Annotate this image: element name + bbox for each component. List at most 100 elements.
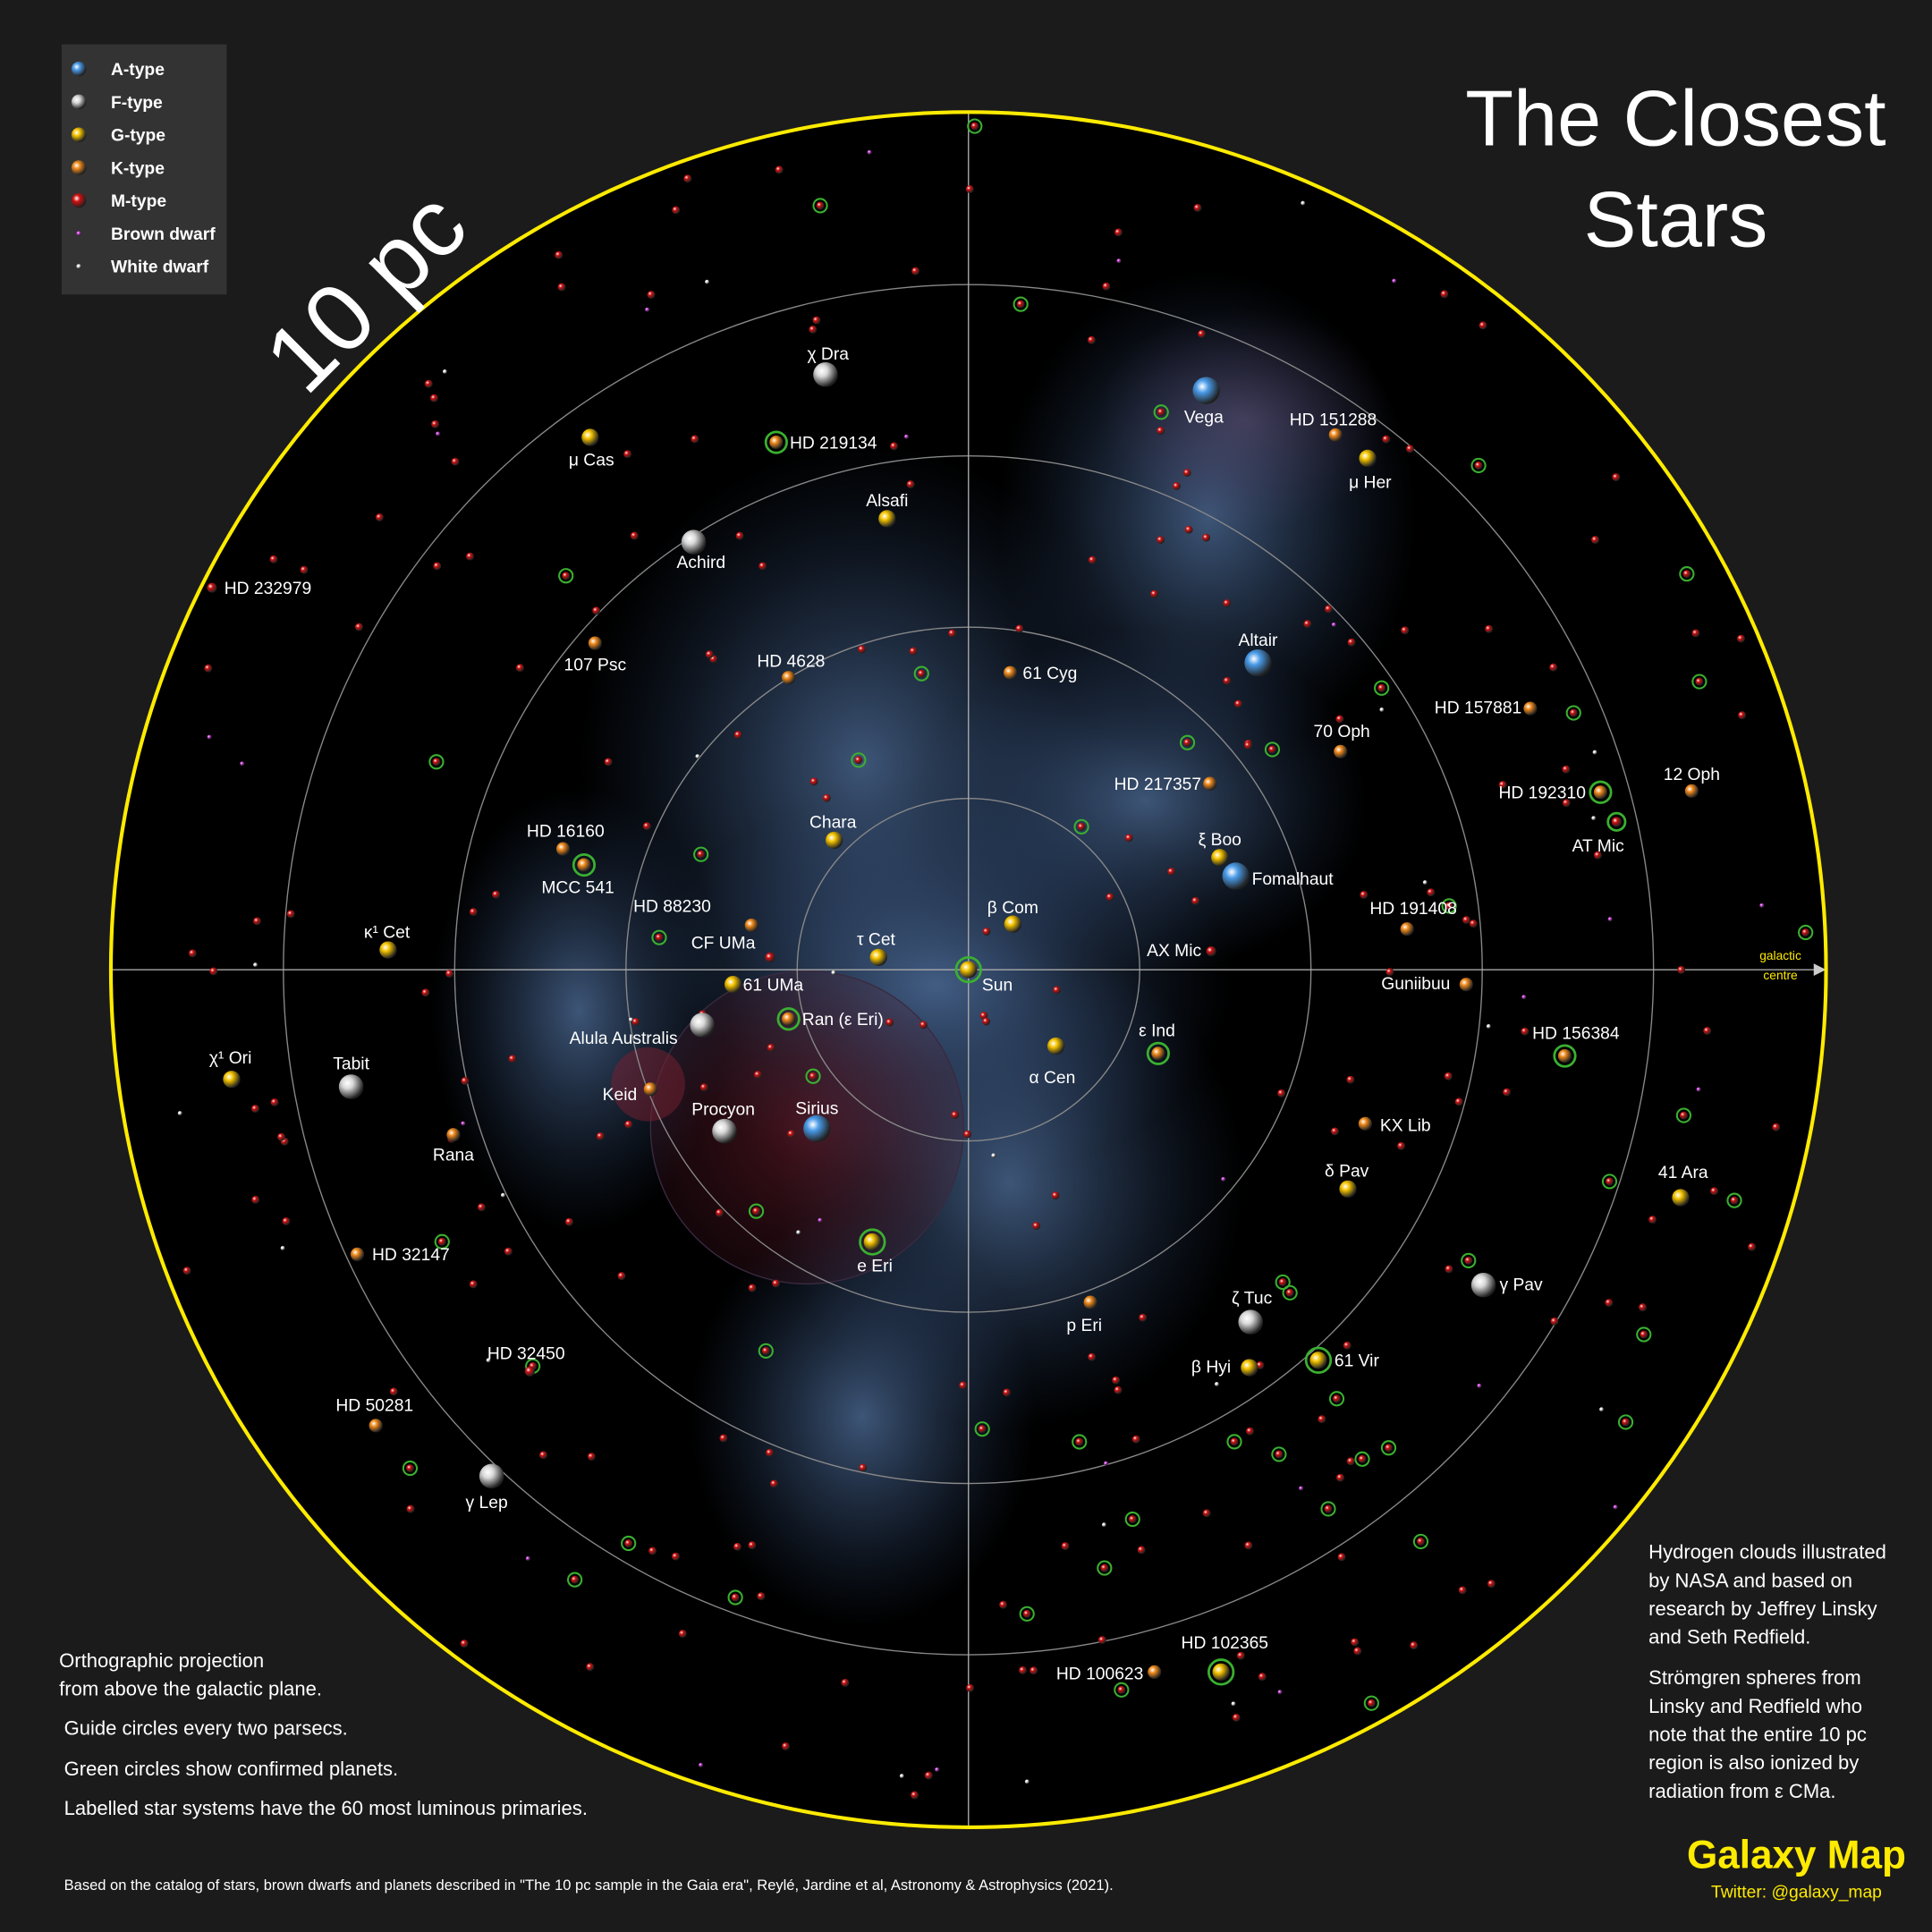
star-label: Fomalhaut bbox=[1252, 870, 1335, 889]
background-star bbox=[469, 1280, 478, 1289]
background-star bbox=[1550, 1317, 1559, 1326]
background-star bbox=[1677, 966, 1686, 974]
background-star bbox=[1406, 445, 1414, 453]
legend-label: White dwarf bbox=[111, 258, 209, 277]
planet-ring bbox=[1153, 404, 1169, 420]
background-star bbox=[355, 623, 363, 631]
background-star bbox=[1695, 677, 1704, 686]
background-star bbox=[1102, 282, 1111, 291]
star bbox=[1046, 1037, 1065, 1055]
background-star bbox=[809, 777, 818, 786]
background-star bbox=[1114, 228, 1123, 237]
star-label: χ¹ Ori bbox=[209, 1049, 252, 1068]
background-star bbox=[1112, 1376, 1121, 1385]
planet-ring bbox=[1208, 1658, 1235, 1686]
planet-ring bbox=[776, 1007, 801, 1031]
legend-swatch bbox=[71, 61, 87, 77]
planet-ring bbox=[434, 1233, 450, 1250]
background-star bbox=[432, 758, 441, 767]
star-label: Procyon bbox=[691, 1101, 755, 1120]
planet-ring bbox=[1146, 1041, 1170, 1065]
background-star bbox=[1464, 1256, 1473, 1265]
background-star bbox=[1417, 1538, 1425, 1546]
star bbox=[1459, 978, 1473, 992]
background-star bbox=[253, 962, 258, 968]
star bbox=[338, 1074, 364, 1099]
planet-ring bbox=[1675, 1107, 1692, 1123]
background-star bbox=[277, 1132, 285, 1141]
background-star bbox=[1221, 1176, 1226, 1182]
background-star bbox=[1353, 1647, 1362, 1656]
background-star bbox=[631, 1017, 640, 1026]
legend-swatch bbox=[71, 127, 87, 142]
background-star bbox=[596, 1131, 605, 1140]
background-star bbox=[695, 754, 700, 759]
legend-swatch bbox=[71, 160, 87, 175]
background-star bbox=[691, 435, 699, 444]
background-star bbox=[982, 928, 991, 936]
star-label: HD 151288 bbox=[1290, 411, 1377, 429]
background-star bbox=[1333, 1394, 1341, 1403]
star-label: HD 50281 bbox=[335, 1396, 413, 1415]
background-star bbox=[1277, 1089, 1286, 1097]
star bbox=[350, 1247, 365, 1261]
star-label: Ran (ε Eri) bbox=[802, 1011, 884, 1030]
title: Stars bbox=[1584, 175, 1768, 264]
background-star bbox=[624, 1120, 633, 1129]
star-label: HD 88230 bbox=[633, 897, 711, 916]
background-star bbox=[1422, 880, 1428, 886]
background-star bbox=[772, 1279, 780, 1288]
background-star bbox=[623, 450, 631, 459]
star bbox=[1684, 784, 1699, 798]
background-star bbox=[539, 1451, 547, 1460]
background-star bbox=[963, 1130, 972, 1139]
planet-ring bbox=[1691, 674, 1707, 690]
background-star bbox=[1236, 1651, 1245, 1660]
star-label: 70 Oph bbox=[1314, 723, 1370, 741]
background-star bbox=[735, 531, 744, 540]
planet-ring bbox=[764, 430, 788, 454]
star bbox=[744, 918, 758, 933]
background-star bbox=[617, 1272, 626, 1281]
background-star bbox=[1710, 1187, 1718, 1196]
background-star bbox=[604, 758, 613, 767]
background-star bbox=[951, 1111, 960, 1119]
background-star bbox=[1599, 1407, 1605, 1412]
planet-ring bbox=[1097, 1560, 1113, 1576]
planet-ring bbox=[1726, 1192, 1742, 1208]
star bbox=[1470, 1273, 1496, 1298]
star-label: Keid bbox=[603, 1086, 638, 1105]
star bbox=[769, 435, 784, 450]
background-star bbox=[1444, 1072, 1453, 1080]
background-star bbox=[406, 1464, 414, 1472]
star bbox=[1244, 648, 1272, 677]
background-star bbox=[999, 1600, 1008, 1609]
star-label: Chara bbox=[809, 814, 857, 833]
background-star bbox=[966, 1683, 974, 1692]
background-star bbox=[697, 850, 706, 859]
planet-ring bbox=[1606, 811, 1627, 832]
background-star bbox=[1087, 335, 1096, 344]
planet-ring bbox=[1589, 780, 1613, 804]
star-label: AX Mic bbox=[1147, 942, 1201, 961]
background-star bbox=[965, 185, 974, 193]
background-star bbox=[787, 1130, 796, 1139]
background-star bbox=[1591, 536, 1599, 544]
star bbox=[1211, 849, 1229, 867]
background-star bbox=[253, 917, 261, 926]
star bbox=[581, 428, 599, 446]
star bbox=[1523, 701, 1538, 716]
note-line: Guide circles every two parsecs. bbox=[64, 1717, 348, 1740]
star-label: γ Pav bbox=[1499, 1275, 1543, 1294]
planet-ring bbox=[693, 846, 709, 862]
star bbox=[1004, 665, 1018, 680]
background-star bbox=[716, 1208, 724, 1217]
star bbox=[1241, 1359, 1258, 1377]
background-star bbox=[655, 933, 664, 942]
background-star bbox=[1738, 711, 1746, 720]
star bbox=[1222, 862, 1250, 890]
background-star bbox=[816, 201, 825, 210]
star-label: HD 217357 bbox=[1114, 775, 1201, 794]
planet-ring bbox=[1114, 1682, 1130, 1698]
background-star bbox=[645, 307, 650, 312]
